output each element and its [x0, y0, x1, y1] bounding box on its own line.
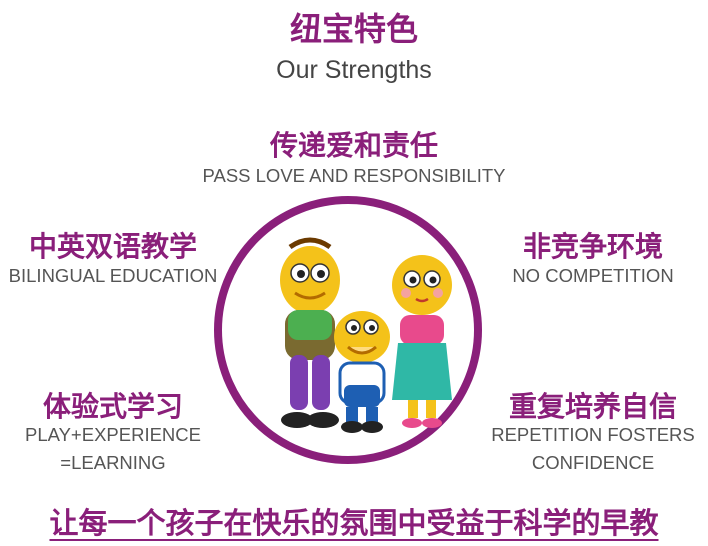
- feature-left-lower-en-1: PLAY+EXPERIENCE: [25, 424, 201, 445]
- bottom-slogan: 让每一个孩子在快乐的氛围中受益于科学的早教: [49, 506, 659, 540]
- mom-character-icon: [392, 255, 452, 428]
- feature-right-lower-en-2: CONFIDENCE: [531, 452, 655, 473]
- cartoon-family-icon: [280, 237, 452, 433]
- feature-left-lower-en-2: =LEARNING: [60, 452, 166, 473]
- dad-character-icon: [280, 237, 340, 428]
- feature-left-upper-cn: 中英双语教学: [28, 230, 197, 263]
- page-subtitle: Our Strengths: [276, 56, 432, 84]
- feature-top-cn: 传递爱和责任: [269, 129, 438, 162]
- feature-left-upper-en: BILINGUAL EDUCATION: [8, 265, 218, 286]
- feature-right-lower-cn: 重复培养自信: [508, 390, 677, 423]
- feature-right-lower-en-1: REPETITION FOSTERS: [491, 424, 695, 445]
- feature-right-upper-cn: 非竞争环境: [522, 230, 663, 263]
- child-character-icon: [334, 311, 390, 433]
- feature-left-lower-cn: 体验式学习: [42, 390, 183, 423]
- feature-top-en: PASS LOVE AND RESPONSIBILITY: [202, 165, 506, 186]
- page-title: 纽宝特色: [289, 10, 418, 48]
- emblem-circle: [214, 196, 482, 464]
- feature-right-upper-en: NO COMPETITION: [512, 265, 674, 286]
